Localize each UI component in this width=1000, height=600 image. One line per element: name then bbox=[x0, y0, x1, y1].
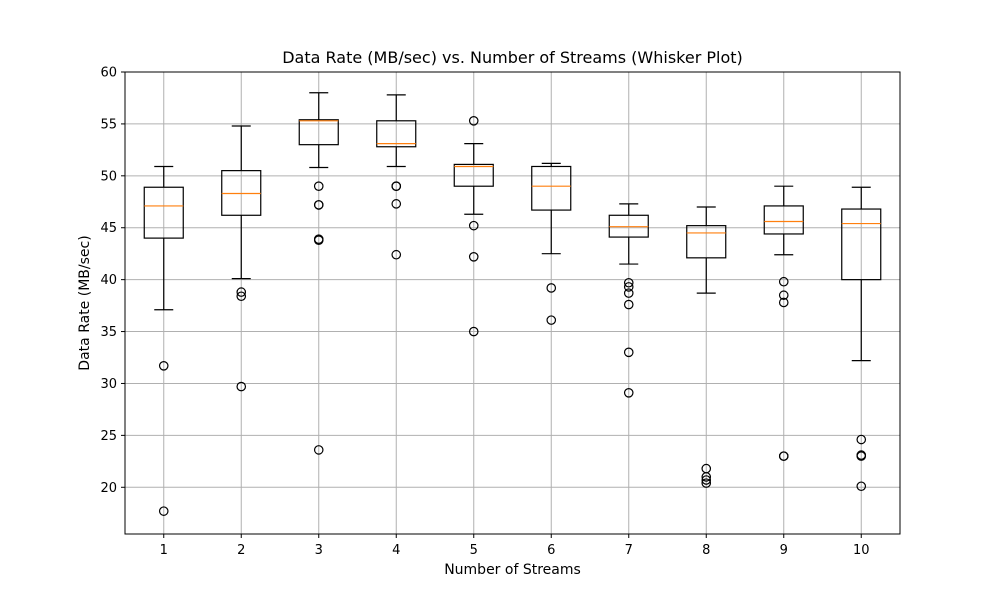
outlier-point bbox=[236, 381, 247, 392]
outlier-point bbox=[701, 472, 712, 482]
outlier-point bbox=[623, 282, 634, 292]
y-tick-label: 45 bbox=[100, 221, 117, 236]
outlier-point bbox=[546, 315, 557, 325]
outlier-point bbox=[623, 288, 634, 298]
outlier-point bbox=[856, 434, 867, 445]
outlier-point bbox=[391, 249, 402, 260]
box-iqr bbox=[143, 186, 184, 239]
box-iqr bbox=[763, 205, 804, 235]
outlier-point bbox=[158, 506, 169, 516]
y-tick-label: 60 bbox=[100, 66, 117, 81]
outlier-point bbox=[546, 283, 557, 293]
chart-title: Data Rate (MB/sec) vs. Number of Streams… bbox=[282, 48, 743, 67]
outlier-point bbox=[313, 181, 324, 192]
y-tick-label: 50 bbox=[100, 169, 117, 184]
outlier-point bbox=[623, 277, 634, 288]
box-group-9 bbox=[763, 185, 804, 461]
box-group-8 bbox=[686, 206, 727, 488]
y-tick-label: 55 bbox=[100, 117, 117, 132]
box-group-5 bbox=[453, 115, 494, 337]
outlier-point bbox=[623, 299, 634, 310]
outlier-point bbox=[856, 451, 867, 461]
outlier-point bbox=[778, 290, 789, 301]
outlier-point bbox=[236, 291, 247, 302]
outlier-point bbox=[468, 220, 479, 231]
box-iqr bbox=[531, 165, 572, 211]
outlier-point bbox=[468, 251, 479, 262]
outlier-point bbox=[313, 445, 324, 455]
x-tick-label: 5 bbox=[470, 543, 478, 558]
outlier-point bbox=[313, 235, 324, 245]
outlier-point bbox=[468, 326, 479, 337]
x-tick-label: 6 bbox=[547, 543, 555, 558]
outlier-point bbox=[701, 478, 712, 488]
outlier-point bbox=[313, 200, 324, 210]
outlier-point bbox=[391, 199, 402, 209]
box-group-2 bbox=[221, 125, 262, 392]
x-tick-label: 2 bbox=[237, 543, 245, 558]
outlier-point bbox=[391, 181, 402, 192]
box-group-10 bbox=[841, 186, 882, 492]
x-tick-label: 3 bbox=[315, 543, 323, 558]
box-group-4 bbox=[376, 94, 417, 260]
plot-area bbox=[143, 92, 882, 516]
x-tick-label: 1 bbox=[160, 543, 168, 558]
outlier-point bbox=[623, 347, 634, 358]
box-group-1 bbox=[143, 165, 184, 516]
outlier-point bbox=[778, 451, 789, 461]
y-tick-label: 40 bbox=[100, 273, 117, 288]
x-tick-label: 8 bbox=[702, 543, 710, 558]
box-group-6 bbox=[531, 162, 572, 325]
x-axis-label: Number of Streams bbox=[444, 562, 581, 578]
outlier-point bbox=[468, 115, 479, 126]
y-tick-label: 25 bbox=[100, 429, 117, 444]
box-iqr bbox=[686, 225, 727, 259]
outlier-point bbox=[778, 276, 789, 287]
box-iqr bbox=[453, 163, 494, 187]
y-axis-label: Data Rate (MB/sec) bbox=[77, 235, 93, 370]
box-group-3 bbox=[298, 92, 339, 455]
x-tick-label: 9 bbox=[780, 543, 788, 558]
y-tick-label: 30 bbox=[100, 377, 117, 392]
outlier-point bbox=[236, 287, 247, 297]
box-group-7 bbox=[608, 203, 649, 398]
x-tick-label: 4 bbox=[392, 543, 400, 558]
plot-frame bbox=[124, 71, 901, 535]
box-iqr bbox=[298, 119, 339, 146]
outlier-point bbox=[856, 481, 867, 492]
box-iqr bbox=[376, 120, 417, 148]
y-tick-label: 20 bbox=[100, 481, 117, 496]
box-iqr bbox=[841, 208, 882, 281]
x-tick-label: 10 bbox=[853, 543, 870, 558]
outlier-point bbox=[701, 475, 712, 485]
outlier-point bbox=[623, 388, 634, 398]
x-tick-label: 7 bbox=[625, 543, 633, 558]
y-tick-label: 35 bbox=[100, 325, 117, 340]
outlier-point bbox=[158, 361, 169, 371]
outlier-point bbox=[778, 297, 789, 308]
